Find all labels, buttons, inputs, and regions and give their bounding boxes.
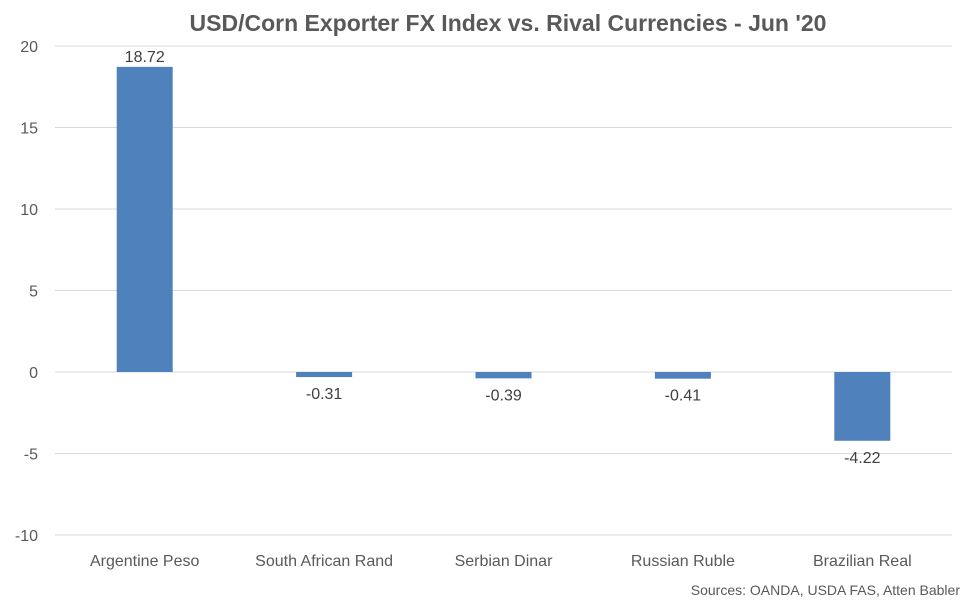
data-labels: 18.72 -0.31 -0.39 -0.41 -4.22 xyxy=(125,49,881,467)
y-tick-label: 15 xyxy=(20,121,38,138)
y-tick-label: -10 xyxy=(15,528,38,545)
bar-argentine-peso xyxy=(116,66,173,372)
data-label: 18.72 xyxy=(125,49,165,66)
bar-serbian-dinar xyxy=(475,372,532,379)
x-category-label: Brazilian Real xyxy=(813,553,912,570)
chart-title: USD/Corn Exporter FX Index vs. Rival Cur… xyxy=(190,10,827,36)
bar-brazilian-real xyxy=(834,372,891,441)
data-label: -0.39 xyxy=(485,387,522,404)
y-tick-label: 0 xyxy=(29,365,38,382)
y-tick-label: 10 xyxy=(20,202,38,219)
x-axis-categories: Argentine Peso South African Rand Serbian … xyxy=(90,553,912,570)
data-label: -4.22 xyxy=(844,450,881,467)
x-category-label: South African Rand xyxy=(255,553,393,570)
bar-russian-ruble xyxy=(654,372,711,379)
data-label: -0.31 xyxy=(306,386,343,403)
x-category-label: Russian Ruble xyxy=(631,553,735,570)
y-tick-label: 5 xyxy=(29,284,38,301)
gridlines xyxy=(55,45,952,536)
bar-south-african-rand xyxy=(296,372,353,378)
data-label: -0.41 xyxy=(665,388,702,405)
source-note: Sources: OANDA, USDA FAS, Atten Babler xyxy=(691,582,961,598)
x-category-label: Serbian Dinar xyxy=(455,553,554,570)
y-axis-ticks: 20 15 10 5 0 -5 -10 xyxy=(15,39,38,545)
bars xyxy=(116,66,891,441)
y-tick-label: 20 xyxy=(20,39,38,56)
y-tick-label: -5 xyxy=(24,447,38,464)
x-category-label: Argentine Peso xyxy=(90,553,200,570)
